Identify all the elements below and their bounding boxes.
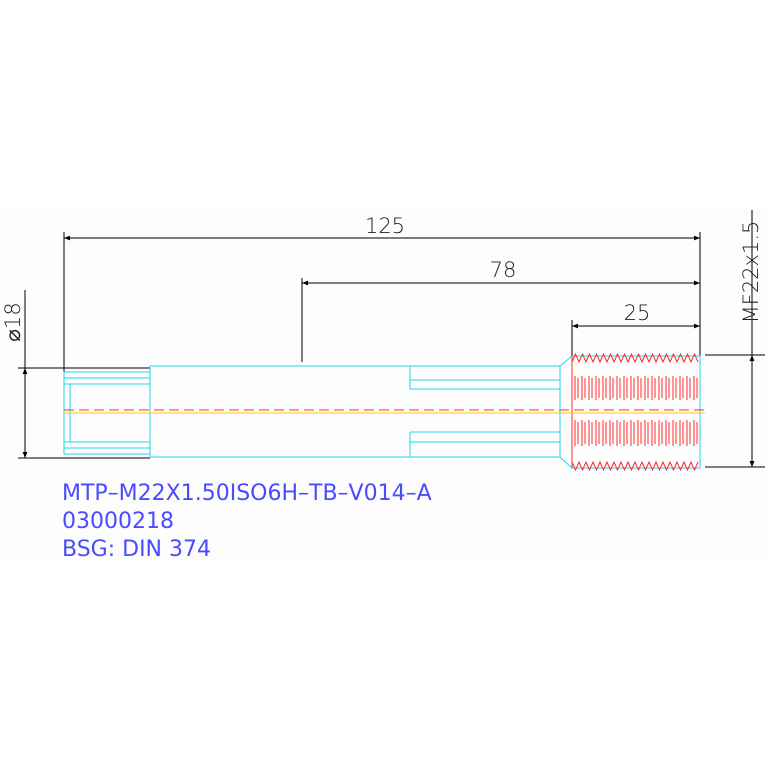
part-label: MTP–M22X1.50ISO6H–TB–V014–A — [62, 481, 432, 506]
part-label: BSG: DIN 374 — [62, 537, 211, 562]
dimension-diameter: ⌀18 — [1, 290, 150, 459]
thread-line — [571, 352, 699, 364]
dimension-25: 25 — [571, 301, 700, 356]
dimension-text: 125 — [365, 214, 405, 238]
dimension-125: 125 — [63, 214, 701, 372]
drawing-area — [0, 205, 767, 560]
part-label: 03000218 — [62, 509, 174, 534]
dimension-text: ⌀18 — [1, 302, 25, 341]
thread-line — [571, 460, 699, 472]
dimension-text: 25 — [624, 301, 651, 325]
dimension-thread: MF22x1.5 — [705, 210, 765, 468]
dimension-text: 78 — [490, 258, 517, 282]
dimension-78: 78 — [301, 258, 700, 362]
thread — [571, 352, 699, 472]
dimension-text: MF22x1.5 — [739, 221, 763, 324]
